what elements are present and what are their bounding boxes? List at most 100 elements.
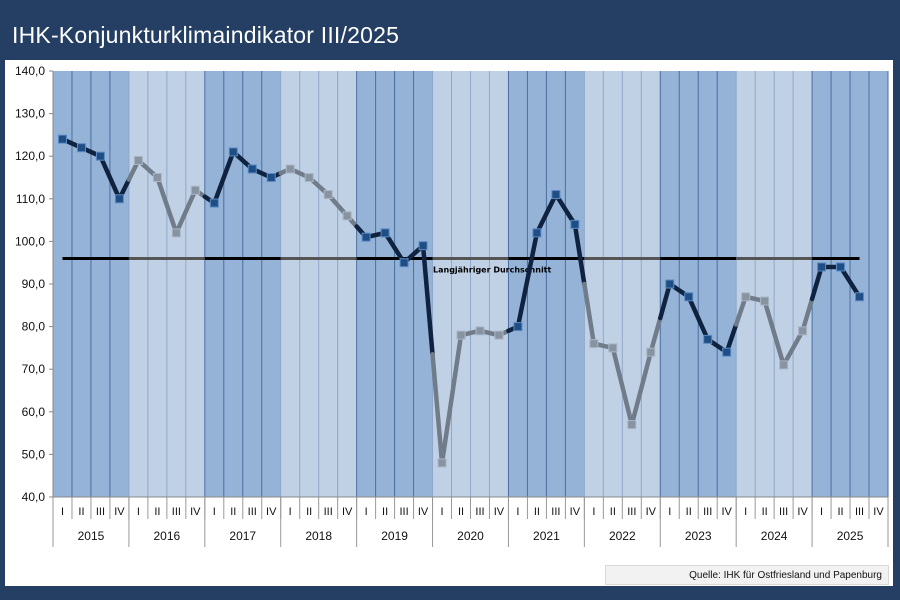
quarter-band xyxy=(508,71,528,497)
data-point xyxy=(760,296,770,306)
series-segment xyxy=(800,296,815,334)
source-note: Quelle: IHK für Ostfriesland und Papenbu… xyxy=(605,565,889,585)
year-label: 2023 xyxy=(685,529,712,543)
quarter-label: III xyxy=(399,506,408,518)
quarter-band xyxy=(831,71,851,497)
quarter-label: I xyxy=(61,506,64,518)
data-point xyxy=(646,347,656,357)
quarter-label: I xyxy=(365,506,368,518)
quarter-band xyxy=(527,71,547,497)
quarter-label: IV xyxy=(721,506,732,518)
data-point xyxy=(684,292,694,302)
quarter-label: III xyxy=(551,506,560,518)
data-point xyxy=(532,228,542,238)
quarter-band xyxy=(584,71,604,497)
quarter-band xyxy=(318,71,338,497)
quarter-label: I xyxy=(441,506,444,518)
data-point xyxy=(171,228,181,238)
quarter-band xyxy=(280,71,300,497)
quarter-label: II xyxy=(230,506,236,518)
year-label: 2018 xyxy=(305,529,332,543)
quarter-band xyxy=(622,71,642,497)
year-label: 2017 xyxy=(229,529,256,543)
quarter-band xyxy=(850,71,870,497)
data-point xyxy=(285,164,295,174)
data-point xyxy=(95,151,105,161)
quarter-band xyxy=(223,71,243,497)
y-tick-label: 80,0 xyxy=(22,320,46,334)
data-point xyxy=(399,258,409,268)
data-point xyxy=(456,330,466,340)
quarter-label: I xyxy=(289,506,292,518)
quarter-band xyxy=(128,71,148,497)
quarter-band xyxy=(413,71,433,497)
quarter-band xyxy=(71,71,91,497)
quarter-label: III xyxy=(248,506,257,518)
series-segment xyxy=(762,298,786,368)
data-point xyxy=(608,343,618,353)
year-label: 2025 xyxy=(837,529,864,543)
quarter-band xyxy=(204,71,224,497)
data-point xyxy=(703,334,713,344)
quarter-band xyxy=(774,71,794,497)
quarter-label: III xyxy=(96,506,105,518)
quarter-label: III xyxy=(475,506,484,518)
y-tick-label: 100,0 xyxy=(15,234,45,248)
series-segment xyxy=(420,243,435,357)
y-tick-label: 50,0 xyxy=(22,447,46,461)
data-point xyxy=(722,347,732,357)
y-tick-label: 90,0 xyxy=(22,277,46,291)
series-segment xyxy=(572,222,587,287)
y-tick-label: 60,0 xyxy=(22,405,46,419)
page-title: IHK-Konjunkturklimaindikator III/2025 xyxy=(12,22,400,48)
series-segment xyxy=(809,264,824,302)
quarter-band xyxy=(489,71,509,497)
data-point xyxy=(380,228,390,238)
series-segment xyxy=(155,175,179,236)
data-point xyxy=(741,292,751,302)
quarter-label: IV xyxy=(114,506,125,518)
quarter-band xyxy=(546,71,566,497)
quarter-label: IV xyxy=(418,506,429,518)
y-tick-label: 120,0 xyxy=(15,149,45,163)
series-segment xyxy=(781,328,805,368)
year-label: 2016 xyxy=(154,529,181,543)
quarter-label: III xyxy=(855,506,864,518)
quarter-band xyxy=(717,71,737,497)
year-label: 2022 xyxy=(609,529,636,543)
quarter-band xyxy=(53,71,72,497)
data-point xyxy=(228,147,238,157)
y-tick-label: 40,0 xyxy=(22,490,46,504)
series-segment xyxy=(439,332,464,466)
data-point xyxy=(627,420,637,430)
quarter-label: II xyxy=(306,506,312,518)
y-tick-label: 140,0 xyxy=(15,64,45,78)
average-label: Langjähriger Durchschnitt xyxy=(433,265,552,274)
y-tick-label: 70,0 xyxy=(22,362,46,376)
series-segment xyxy=(733,294,748,327)
quarter-label: IV xyxy=(494,506,505,518)
quarter-band xyxy=(261,71,281,497)
series-segment xyxy=(553,192,578,227)
quarter-label: IV xyxy=(266,506,277,518)
data-point xyxy=(209,198,219,208)
quarter-band xyxy=(147,71,167,497)
quarter-label: I xyxy=(744,506,747,518)
quarter-band xyxy=(641,71,661,497)
quarter-label: III xyxy=(172,506,181,518)
data-point xyxy=(494,330,504,340)
data-point xyxy=(418,241,428,251)
quarter-band xyxy=(755,71,775,497)
series-segment xyxy=(98,153,122,202)
quarter-band xyxy=(793,71,813,497)
quarter-label: II xyxy=(458,506,464,518)
series-segment xyxy=(648,315,663,355)
data-point xyxy=(437,458,447,468)
data-point xyxy=(133,155,143,165)
quarter-label: IV xyxy=(342,506,353,518)
data-point xyxy=(779,360,789,370)
series-segment xyxy=(610,345,635,427)
quarter-band xyxy=(242,71,262,497)
data-point xyxy=(152,173,162,182)
quarter-band xyxy=(185,71,205,497)
